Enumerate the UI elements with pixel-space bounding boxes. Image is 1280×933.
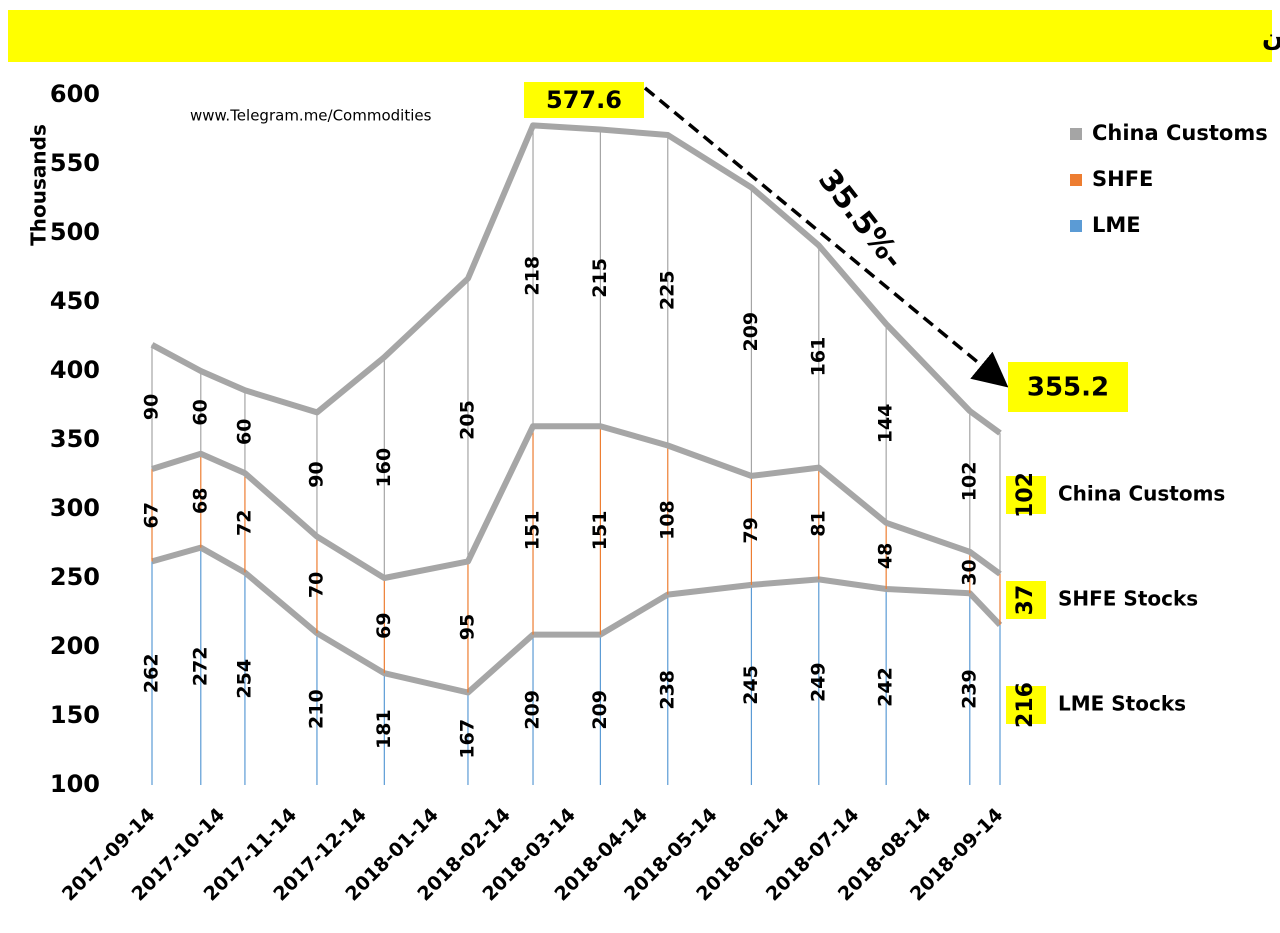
y-tick-label: 400 — [50, 356, 100, 384]
y-tick-label: 100 — [50, 770, 100, 798]
data-label: 209 — [522, 690, 544, 730]
y-axis-label: Thousands — [27, 124, 51, 246]
legend-swatch — [1070, 174, 1082, 186]
end-label-box — [1006, 476, 1046, 514]
data-label: 249 — [807, 662, 829, 702]
data-label: 151 — [522, 511, 544, 551]
data-label: 30 — [958, 559, 980, 585]
data-label: 60 — [189, 399, 211, 425]
chart-title: روند تغییر موجودی فلز روی در انبارهای LM… — [1262, 21, 1280, 51]
data-label: 262 — [141, 653, 163, 693]
end-label-box — [1006, 686, 1046, 724]
data-label: 245 — [740, 665, 762, 705]
data-label: 68 — [189, 487, 211, 513]
end-value-label: 216 — [1013, 682, 1038, 728]
data-label: 254 — [233, 659, 255, 699]
y-tick-label: 350 — [50, 425, 100, 453]
data-label: 238 — [656, 670, 678, 710]
annotation: 355.2 — [1027, 373, 1109, 403]
data-label: 144 — [875, 404, 897, 444]
data-label: 167 — [456, 719, 478, 759]
data-label: 48 — [875, 543, 897, 569]
annotation-box — [1008, 362, 1128, 412]
y-tick-label: 300 — [50, 494, 100, 522]
data-label: 272 — [189, 646, 211, 686]
data-label: 209 — [740, 312, 762, 352]
title-bar — [8, 10, 1272, 62]
legend-swatch — [1070, 128, 1082, 140]
legend-label: LME — [1092, 213, 1141, 237]
data-label: 215 — [589, 258, 611, 298]
series-line — [151, 544, 1003, 696]
data-label: 181 — [373, 709, 395, 749]
data-label: 209 — [589, 690, 611, 730]
end-value-label: 37 — [1013, 585, 1038, 616]
data-label: 242 — [875, 667, 897, 707]
data-label: 239 — [958, 669, 980, 709]
data-label: 72 — [233, 510, 255, 536]
y-tick-label: 250 — [50, 563, 100, 591]
data-label: 205 — [456, 400, 478, 440]
data-label: 67 — [141, 502, 163, 528]
y-tick-label: 450 — [50, 287, 100, 315]
data-label: 90 — [305, 461, 327, 487]
data-label: 60 — [233, 418, 255, 444]
watermark: www.Telegram.me/Commodities — [190, 107, 432, 125]
series-line — [151, 423, 1002, 581]
end-label-box — [1006, 581, 1046, 619]
data-label: 95 — [456, 614, 478, 640]
data-label: 102 — [958, 462, 980, 502]
data-label: 218 — [522, 256, 544, 296]
y-tick-label: 200 — [50, 632, 100, 660]
data-label: 151 — [589, 511, 611, 551]
trend-arrow — [643, 86, 1009, 388]
series-line — [150, 122, 1002, 436]
data-label: 90 — [141, 394, 163, 420]
data-label: 79 — [740, 517, 762, 543]
y-tick-label: 600 — [50, 80, 100, 108]
y-tick-label: 150 — [50, 701, 100, 729]
data-label: 69 — [373, 612, 395, 638]
data-label: 108 — [656, 500, 678, 540]
data-label: 81 — [807, 510, 829, 536]
end-value-label: 102 — [1013, 472, 1038, 518]
legend-label: SHFE — [1092, 167, 1153, 191]
data-label: 160 — [373, 448, 395, 488]
legend-label: China Customs — [1092, 121, 1268, 145]
data-label: 210 — [305, 689, 327, 729]
data-label: 225 — [656, 270, 678, 310]
y-tick-label: 500 — [50, 218, 100, 246]
end-series-label: China Customs — [1058, 482, 1225, 506]
data-label: 161 — [807, 337, 829, 377]
data-label: 70 — [305, 572, 327, 598]
annotation: 577.6 — [546, 86, 622, 114]
y-tick-label: 550 — [50, 149, 100, 177]
annotation-box — [524, 82, 644, 118]
legend-swatch — [1070, 220, 1082, 232]
end-series-label: LME Stocks — [1058, 692, 1186, 716]
end-series-label: SHFE Stocks — [1058, 587, 1198, 611]
